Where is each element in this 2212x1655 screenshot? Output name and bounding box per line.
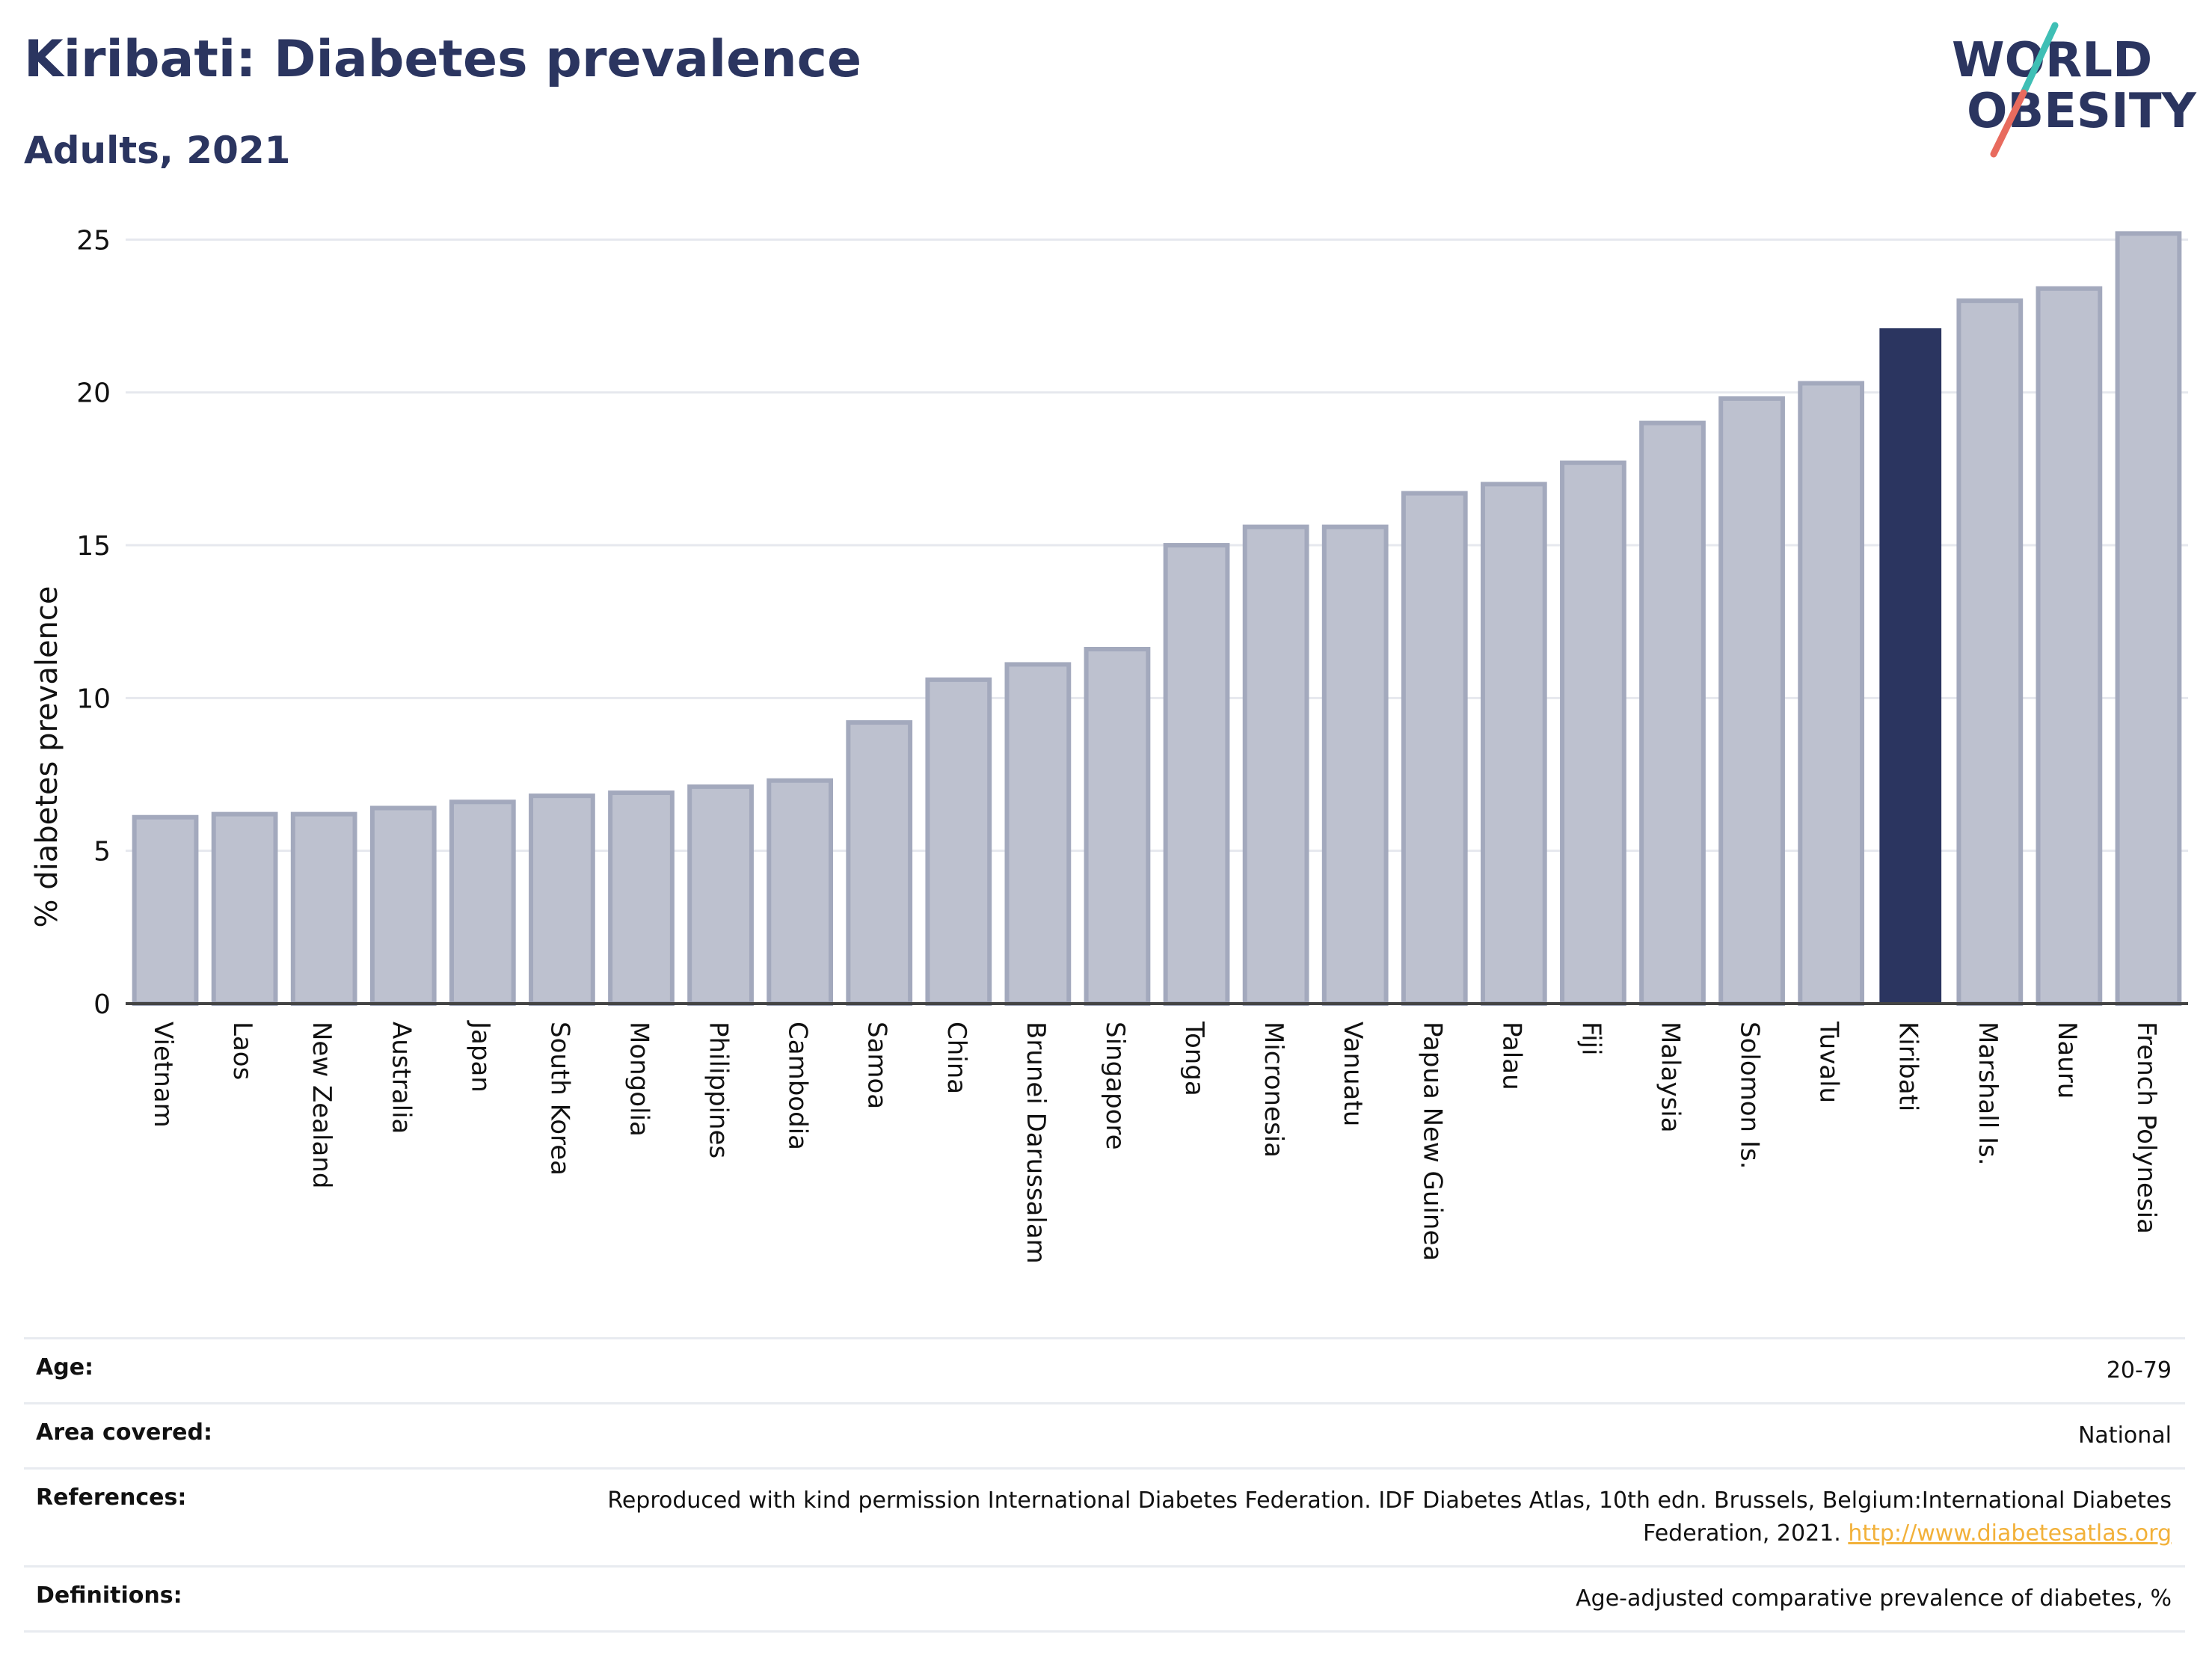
bar-french-polynesia bbox=[2115, 231, 2182, 1007]
references-value: Reproduced with kind permission Internat… bbox=[601, 1484, 2172, 1550]
x-tick-label: China bbox=[941, 1022, 971, 1094]
x-tick-label: French Polynesia bbox=[2131, 1022, 2161, 1234]
meta-row-definitions: Definitions: Age-adjusted comparative pr… bbox=[24, 1565, 2185, 1633]
meta-row-age: Age: 20-79 bbox=[24, 1337, 2185, 1402]
y-tick-label: 20 bbox=[76, 378, 111, 409]
x-tick-label: Laos bbox=[227, 1022, 257, 1080]
bar-south-korea bbox=[529, 793, 595, 1006]
x-tick-label: Palau bbox=[1496, 1022, 1526, 1090]
world-obesity-logo: WORLD OBESITY bbox=[1952, 22, 2196, 158]
bar-micronesia bbox=[1242, 524, 1309, 1006]
bar-palau bbox=[1480, 482, 1547, 1006]
axis-labels: 0 5 10 15 20 25 Vietnam Laos New Zealand Australi… bbox=[76, 225, 2161, 1263]
meta-row-area: Area covered: National bbox=[24, 1402, 2185, 1467]
x-tick-label: Samoa bbox=[862, 1022, 892, 1109]
x-tick-label: Australia bbox=[386, 1022, 416, 1134]
bar-solomon-is bbox=[1718, 396, 1785, 1006]
y-tick-label: 25 bbox=[76, 225, 111, 256]
y-tick-label: 15 bbox=[76, 531, 111, 562]
age-value: 20-79 bbox=[2106, 1357, 2172, 1384]
x-tick-label: Nauru bbox=[2052, 1022, 2082, 1099]
bar-philippines bbox=[687, 784, 754, 1006]
bar-samoa bbox=[846, 720, 913, 1006]
bar-brunei-darussalam bbox=[1004, 662, 1072, 1006]
bar-papua-new-guinea bbox=[1401, 491, 1468, 1006]
x-tick-label: Malaysia bbox=[1656, 1022, 1686, 1133]
bar-malaysia bbox=[1639, 420, 1706, 1006]
x-tick-label: Singapore bbox=[1100, 1022, 1130, 1150]
y-tick-label: 0 bbox=[93, 989, 111, 1020]
y-tick-label: 5 bbox=[93, 837, 111, 868]
bar-marshall-is bbox=[1956, 298, 2024, 1006]
x-tick-label: South Korea bbox=[544, 1022, 574, 1176]
bar-chart: 0 5 10 15 20 25 Vietnam Laos New Zealand Australi… bbox=[30, 225, 2188, 1264]
x-tick-label: Cambodia bbox=[783, 1022, 813, 1150]
x-tick-label: Mongolia bbox=[624, 1022, 654, 1137]
bar-fiji bbox=[1560, 460, 1626, 1006]
gridlines bbox=[126, 238, 2188, 853]
bar-new-zealand bbox=[290, 811, 357, 1007]
references-label: References: bbox=[36, 1484, 187, 1511]
bar-singapore bbox=[1084, 646, 1151, 1006]
bar-nauru bbox=[2036, 286, 2103, 1006]
x-tick-label: Brunei Darussalam bbox=[1021, 1022, 1051, 1264]
bar-vietnam bbox=[132, 814, 199, 1007]
bar-kiribati bbox=[1879, 328, 1942, 1004]
x-tick-label: Papua New Guinea bbox=[1417, 1022, 1447, 1261]
bar-australia bbox=[369, 805, 437, 1006]
x-tick-label: Japan bbox=[465, 1020, 495, 1093]
x-tick-label: Marshall Is. bbox=[1973, 1022, 2003, 1166]
bar-vanuatu bbox=[1321, 524, 1389, 1006]
x-tick-label: Kiribati bbox=[1893, 1022, 1923, 1111]
meta-row-references: References: Reproduced with kind permiss… bbox=[24, 1467, 2185, 1565]
metadata-table: Age: 20-79 Area covered: National Refere… bbox=[24, 1337, 2185, 1633]
logo-line1: WORLD bbox=[1952, 33, 2152, 88]
x-tick-label: Tuvalu bbox=[1814, 1021, 1844, 1103]
references-link[interactable]: http://www.diabetesatlas.org bbox=[1848, 1520, 2172, 1547]
x-tick-label: Solomon Is. bbox=[1735, 1022, 1765, 1169]
bar-laos bbox=[211, 811, 278, 1007]
page-subtitle: Adults, 2021 bbox=[24, 129, 291, 172]
references-text: Reproduced with kind permission Internat… bbox=[607, 1487, 2172, 1547]
area-value: National bbox=[2077, 1422, 2172, 1449]
page-title: Kiribati: Diabetes prevalence bbox=[24, 30, 862, 89]
logo-slash-bottom bbox=[1990, 89, 2027, 158]
definitions-label: Definitions: bbox=[36, 1582, 182, 1609]
bar-cambodia bbox=[766, 778, 834, 1006]
x-tick-label: Vanuatu bbox=[1338, 1022, 1368, 1126]
x-tick-label: Fiji bbox=[1576, 1022, 1606, 1055]
x-tick-label: New Zealand bbox=[307, 1022, 337, 1188]
y-tick-label: 10 bbox=[76, 684, 111, 714]
x-tick-label: Philippines bbox=[704, 1022, 734, 1158]
bars bbox=[132, 231, 2182, 1007]
x-tick-label: Vietnam bbox=[148, 1022, 178, 1128]
y-axis-label: % diabetes prevalence bbox=[30, 586, 64, 927]
x-tick-label: Micronesia bbox=[1259, 1022, 1288, 1158]
bar-mongolia bbox=[608, 790, 675, 1007]
area-label: Area covered: bbox=[36, 1419, 212, 1446]
bar-japan bbox=[449, 799, 516, 1007]
bar-china bbox=[925, 677, 992, 1007]
bar-tuvalu bbox=[1798, 381, 1865, 1006]
x-tick-label: Tonga bbox=[1179, 1021, 1209, 1096]
definitions-value: Age-adjusted comparative prevalence of d… bbox=[1576, 1585, 2172, 1612]
age-label: Age: bbox=[36, 1354, 94, 1381]
bar-tonga bbox=[1163, 543, 1230, 1006]
logo-slash-top bbox=[2020, 22, 2059, 96]
